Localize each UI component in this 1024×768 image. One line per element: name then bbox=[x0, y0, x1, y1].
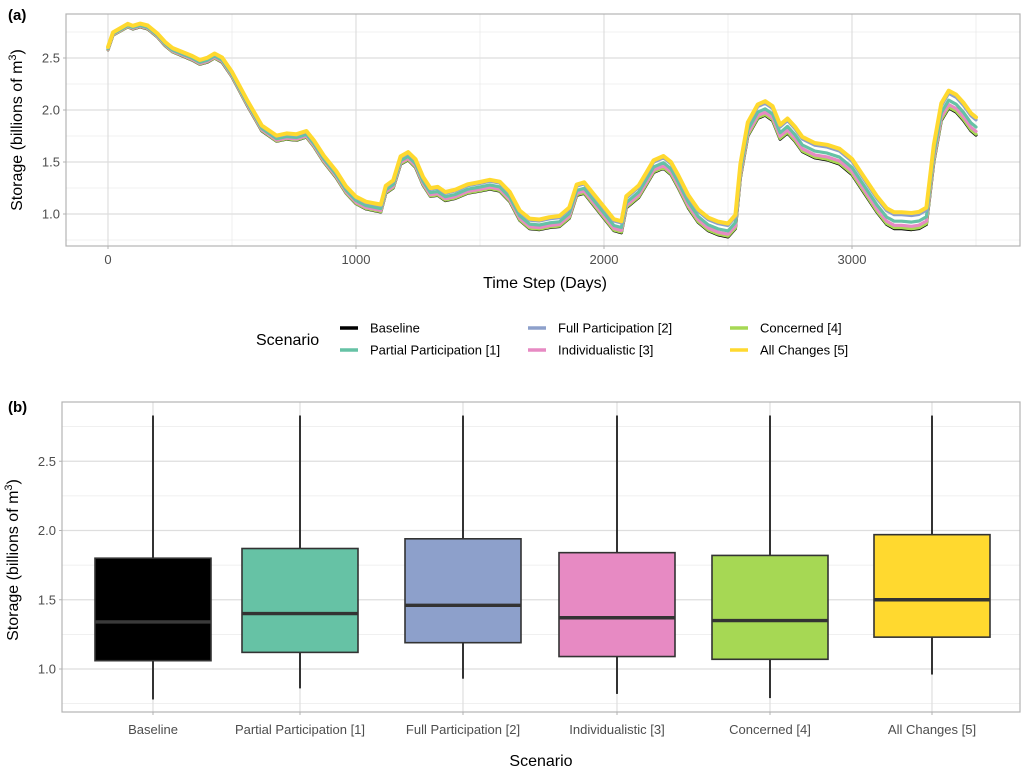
box-partial-participation-1 bbox=[241, 415, 359, 689]
box-full-participation-2 bbox=[404, 415, 522, 679]
panel-a-y-axis-close: ) bbox=[9, 49, 26, 54]
legend-label: Concerned [4] bbox=[760, 321, 842, 336]
series-line-full-participation-2 bbox=[106, 22, 978, 228]
x-tick-label: 2000 bbox=[590, 252, 619, 267]
panel-a: (a) 1.0 1.5 2.0 2.5 0 1000 2000 3000 Time Step … bbox=[7, 7, 1021, 292]
box-body bbox=[711, 554, 829, 661]
legend-label: Baseline bbox=[370, 321, 420, 336]
legend-item: Baseline bbox=[340, 321, 420, 336]
y-tick-label: 1.0 bbox=[38, 662, 56, 677]
x-tick-label: Concerned [4] bbox=[729, 722, 811, 737]
panel-a-y-axis-title-text: Storage (billions of m bbox=[9, 61, 26, 211]
panel-a-lines bbox=[106, 21, 978, 239]
legend-label: All Changes [5] bbox=[760, 343, 848, 358]
panel-a-label: (a) bbox=[8, 7, 26, 24]
x-tick-label: Partial Participation [1] bbox=[235, 722, 365, 737]
panel-a-border bbox=[65, 13, 1021, 247]
panel-a-y-axis-superscript: 3 bbox=[7, 54, 19, 60]
series-line-partial-participation-1 bbox=[106, 23, 978, 233]
box-baseline bbox=[94, 415, 212, 700]
panel-b-x-axis-title: Scenario bbox=[509, 753, 572, 768]
x-tick-label: 3000 bbox=[838, 252, 867, 267]
legend-label: Full Participation [2] bbox=[558, 321, 672, 336]
y-tick-label: 1.5 bbox=[38, 592, 56, 607]
legend-item: Concerned [4] bbox=[730, 321, 842, 336]
y-tick-label: 2.5 bbox=[42, 51, 60, 66]
box-all-changes-5 bbox=[873, 415, 991, 675]
box-body bbox=[558, 551, 676, 658]
legend: Scenario Baseline Partial Participation [… bbox=[256, 321, 848, 358]
panel-a-grid bbox=[66, 14, 1020, 246]
x-tick-label: 0 bbox=[104, 252, 111, 267]
panel-b-y-axis-superscript: 3 bbox=[3, 484, 15, 490]
box-concerned-4 bbox=[711, 415, 829, 699]
panel-a-x-axis-title: Time Step (Days) bbox=[483, 275, 607, 292]
panel-b-label: (b) bbox=[8, 399, 27, 416]
y-tick-label: 1.0 bbox=[42, 207, 60, 222]
y-tick-label: 2.5 bbox=[38, 454, 56, 469]
box-body bbox=[94, 557, 212, 662]
x-tick-label: 1000 bbox=[342, 252, 371, 267]
box-body bbox=[873, 533, 991, 638]
box-individualistic-3 bbox=[558, 415, 676, 694]
panel-b-boxes bbox=[94, 415, 991, 700]
x-tick-label: Baseline bbox=[128, 722, 178, 737]
legend-item: All Changes [5] bbox=[730, 343, 848, 358]
panel-b-border bbox=[61, 401, 1021, 713]
x-tick-label: All Changes [5] bbox=[888, 722, 976, 737]
legend-label: Partial Participation [1] bbox=[370, 343, 500, 358]
x-tick-label: Individualistic [3] bbox=[569, 722, 664, 737]
legend-item: Full Participation [2] bbox=[528, 321, 672, 336]
legend-item: Partial Participation [1] bbox=[340, 343, 500, 358]
y-tick-label: 2.0 bbox=[42, 103, 60, 118]
legend-item: Individualistic [3] bbox=[528, 343, 653, 358]
y-tick-label: 2.0 bbox=[38, 523, 56, 538]
panel-a-ticks: 1.0 1.5 2.0 2.5 0 1000 2000 3000 bbox=[42, 51, 867, 268]
panel-b-y-axis-title-text: Storage (billions of m bbox=[5, 491, 22, 641]
x-tick-label: Full Participation [2] bbox=[406, 722, 520, 737]
y-tick-label: 1.5 bbox=[42, 155, 60, 170]
legend-label: Individualistic [3] bbox=[558, 343, 653, 358]
box-body bbox=[404, 538, 522, 644]
panel-a-y-axis-title: Storage (billions of m3) bbox=[7, 49, 26, 211]
panel-b-y-axis-title: Storage (billions of m3) bbox=[3, 479, 22, 641]
series-line-all-changes-5 bbox=[106, 21, 978, 226]
legend-title: Scenario bbox=[256, 332, 319, 349]
panel-b: (b) 1.0 1.5 2.0 2.5 Baseline Partial Particip… bbox=[3, 399, 1021, 768]
box-body bbox=[241, 547, 359, 654]
panel-b-y-axis-close: ) bbox=[5, 479, 22, 484]
panel-b-ticks: 1.0 1.5 2.0 2.5 Baseline Partial Participatio… bbox=[38, 454, 976, 737]
legend-items: Baseline Partial Participation [1] Full Pa… bbox=[340, 321, 848, 358]
